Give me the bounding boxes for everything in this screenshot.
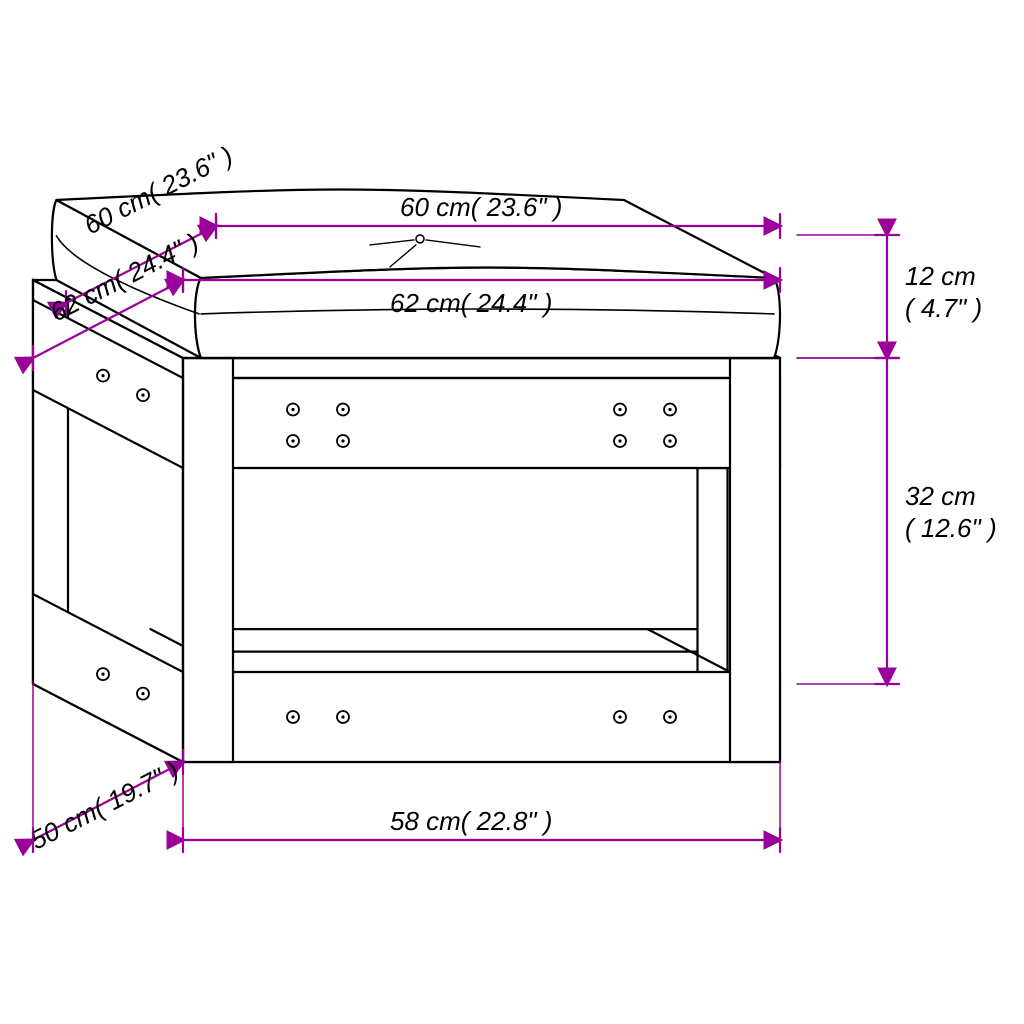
dimension-label: ( 12.6" ) xyxy=(905,513,997,543)
dimension-label: 12 cm xyxy=(905,261,976,291)
dimension-label: 32 cm xyxy=(905,481,976,511)
dimension-line xyxy=(797,235,899,358)
dimension-label: 58 cm( 22.8" ) xyxy=(390,806,552,836)
dimension-label: 60 cm( 23.6" ) xyxy=(400,192,562,222)
dimension-line xyxy=(797,358,899,684)
dimension-label: 50 cm( 19.7" ) xyxy=(25,755,183,855)
dimension-label: 62 cm( 24.4" ) xyxy=(390,288,552,318)
dimension-label: ( 4.7" ) xyxy=(905,293,982,323)
